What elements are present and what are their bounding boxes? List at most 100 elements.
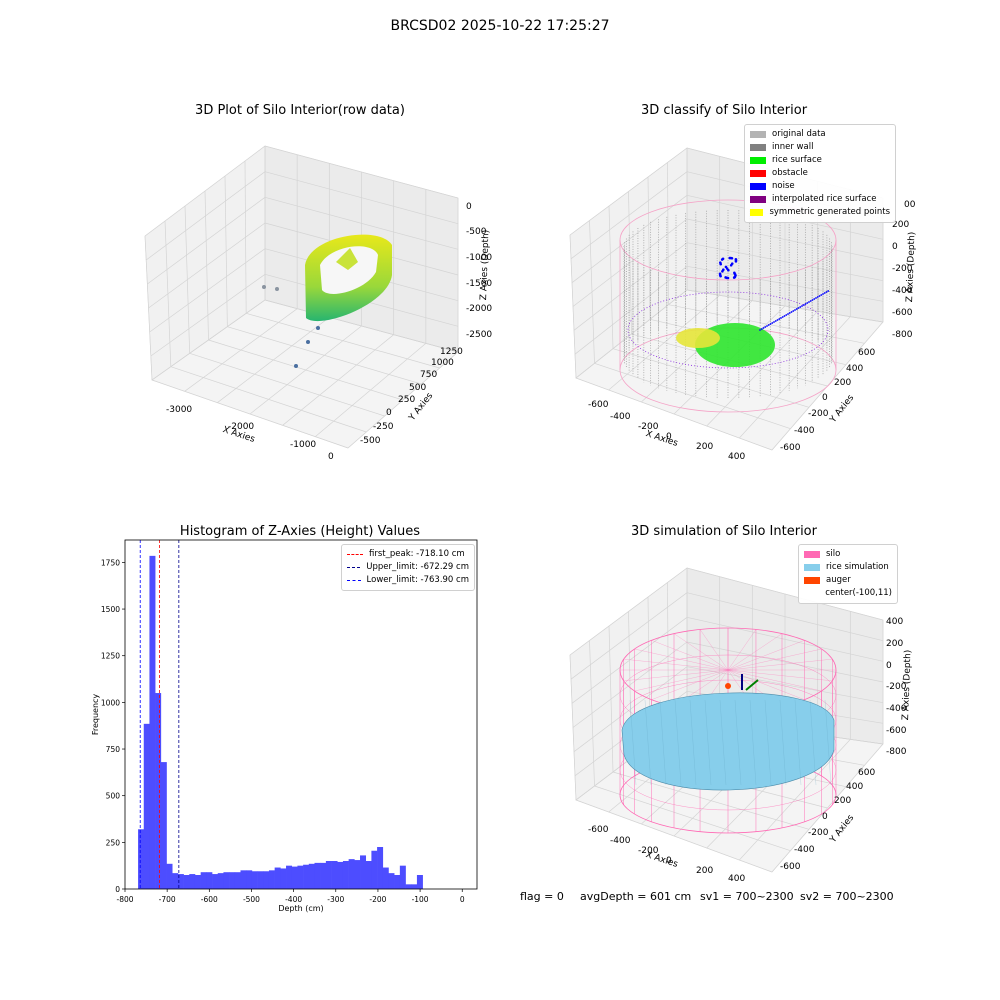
histogram-bar [217,873,224,889]
legend-entry: interpolated rice surface [750,193,890,206]
noise-point [732,276,736,279]
legend-label: auger [826,575,851,585]
noise-point [769,323,772,325]
noise-point [801,305,803,307]
z-tick-label: -800 [886,747,907,757]
y-tick-label: 200 [834,378,852,388]
noise-point [764,326,767,328]
noise-point [818,295,821,297]
z-tick-label: -200 [892,264,913,274]
legend-label: rice simulation [826,562,889,572]
y-tick-label: 0 [386,408,392,418]
histogram-bar [342,861,349,889]
rice-ring-hole [320,246,378,294]
noise-point [730,262,734,265]
y-tick-label: -250 [373,422,394,432]
legend-swatch [804,564,820,571]
y-tick-label: -500 [360,436,381,446]
x-tick-label: -800 [116,895,133,904]
noise-point [816,296,819,298]
legend-entry: rice simulation [804,561,892,574]
x-tick-label: 200 [696,442,714,452]
panel2-legend: original data inner wall rice surface obsta… [744,124,896,223]
mesh-line [764,699,772,786]
grid-line [569,147,688,236]
noise-point [815,297,817,299]
mesh-line [629,699,637,786]
histogram-bar [371,850,378,889]
x-tick-label: -400 [610,412,631,422]
plot-frame [124,539,478,890]
noise-point [792,310,795,312]
z-tick-label: -400 [886,704,907,714]
noise-point [787,313,789,315]
noise-point [797,307,800,309]
figure-title: BRCSD02 2025-10-22 17:25:27 [390,18,610,34]
z-tick-label: 0 [892,242,898,252]
legend-label: silo [826,549,841,559]
histogram-bar [160,762,167,889]
z-tick-label: -400 [892,286,913,296]
histogram-legend: first_peak: -718.10 cm Upper_limit: -672.… [341,544,475,591]
histogram-bar [263,871,270,889]
x-tick-label: -300 [327,895,344,904]
mesh-line [734,699,742,786]
y-tick-label: 1500 [101,605,120,614]
grid-line [144,145,266,237]
x-tick-label: -200 [638,846,659,856]
noise-point [825,291,828,293]
histogram-bar [268,870,275,889]
grid-line [570,592,688,680]
legend-entry: auger [804,574,892,587]
grid-line [686,289,884,323]
noise-point [785,314,788,316]
y-tick-label: 500 [106,792,121,801]
histogram-bar [280,868,287,889]
z-tick-label: -2000 [466,304,493,314]
y-tick-label: -400 [794,845,815,855]
z-tick-label: 200 [892,220,910,230]
mesh-line [689,699,697,786]
interpolated-surface [627,291,829,369]
y-tick-label: -200 [808,409,829,419]
legend-swatch [750,131,766,138]
y-tick-label: 250 [398,395,416,405]
legend-entry: inner wall [750,141,890,154]
noise-point [734,274,737,277]
histogram-bar [297,865,304,889]
grid-line [264,171,459,225]
histogram-bar [194,875,201,889]
auger-arrow-green [745,679,759,691]
legend-swatch [750,183,766,190]
z-tick-label: -600 [886,726,907,736]
silo-roof-wire [727,669,833,682]
histogram-bar [394,875,401,889]
z-tick-label: 00 [904,200,916,210]
legend-label: Upper_limit: -672.29 cm [366,562,469,572]
scatter-point [294,364,298,368]
status-flag: flag = 0 [520,890,564,903]
noise-point [809,300,812,302]
histogram-chart: -800 -700 -600 -500 -400 -300 -200 -100 0 0 250 500… [91,539,478,913]
x-tick-label: 0 [666,856,672,866]
noise-point [823,292,826,294]
legend-entry: rice surface [750,154,890,167]
histogram-bar [354,860,361,889]
noise-point [774,320,777,322]
legend-entry: Upper_limit: -672.29 cm [347,561,469,574]
histogram-bar [183,875,190,889]
x-tick-label: 400 [728,874,746,884]
rice-simulation-surface [621,692,835,791]
z-tick-label: -2500 [466,330,493,340]
noise-point [783,315,786,317]
silo-roof-wire [727,633,783,671]
noise-point [795,308,798,310]
y-tick-label: 600 [858,768,876,778]
grid-line [570,171,688,260]
noise-point [808,301,810,303]
silo-roof-wire [727,629,757,671]
histogram-bar [251,871,258,889]
auger-marker [725,683,731,689]
histogram-bar [143,723,150,889]
legend-label: interpolated rice surface [772,194,877,204]
